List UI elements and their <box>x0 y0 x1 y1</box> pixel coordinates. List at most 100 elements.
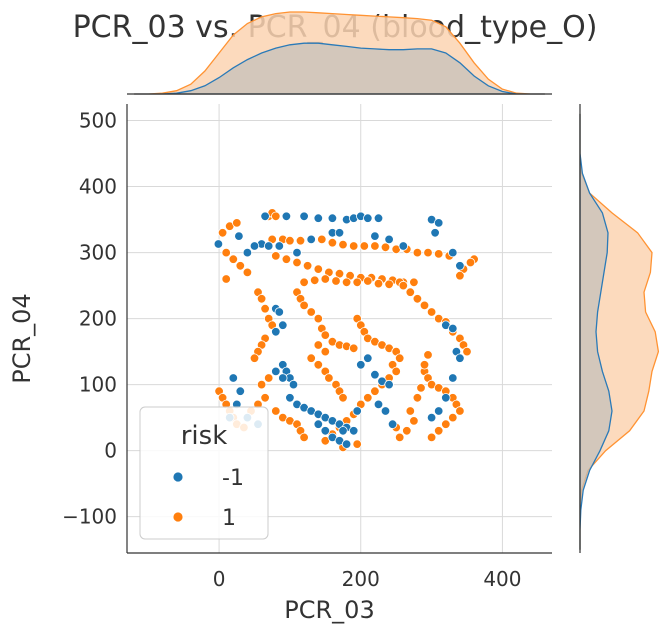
scatter-point-risk--1 <box>213 239 224 249</box>
y-tick-label: 400 <box>79 175 117 199</box>
scatter-point-risk-1 <box>299 300 309 311</box>
scatter-point-risk-1 <box>217 228 228 238</box>
scatter-point-risk--1 <box>448 373 458 383</box>
scatter-point-risk--1 <box>264 241 274 251</box>
scatter-point-risk--1 <box>334 228 345 238</box>
scatter-point-risk-1 <box>465 257 476 268</box>
scatter-point-risk-1 <box>423 247 433 258</box>
scatter-point-risk--1 <box>338 426 348 436</box>
scatter-point-risk-1 <box>313 340 324 350</box>
tick-labels: 0 200 400 −100 0 100 200 300 400 500 PCR_03 PCR_04 <box>8 109 522 624</box>
scatter-point-risk--1 <box>387 419 398 429</box>
scatter-point-risk-1 <box>228 254 239 264</box>
scatter-point-risk-1 <box>302 261 313 271</box>
scatter-point-risk--1 <box>352 406 362 416</box>
scatter-point-risk-1 <box>352 277 362 288</box>
scatter-point-risk-1 <box>434 249 444 259</box>
scatter-point-risk-1 <box>232 218 242 228</box>
scatter-point-risk--1 <box>398 241 409 251</box>
scatter-point-risk-1 <box>462 346 472 357</box>
scatter-point-risk-1 <box>313 313 324 324</box>
scatter-point-risk-1 <box>349 343 359 354</box>
scatter-point-risk--1 <box>356 360 366 370</box>
scatter-point-risk-1 <box>412 294 423 304</box>
scatter-point-risk--1 <box>384 379 394 390</box>
scatter-point-risk-1 <box>391 366 401 377</box>
x-tick-label: 0 <box>213 567 226 591</box>
scatter-point-risk-1 <box>292 257 302 268</box>
scatter-point-risk-1 <box>310 275 320 286</box>
scatter-point-risk-1 <box>370 386 380 396</box>
scatter-point-risk-1 <box>235 261 246 271</box>
scatter-point-risk-1 <box>320 274 331 284</box>
legend-box <box>139 406 269 540</box>
scatter-point-risk--1 <box>313 419 324 429</box>
scatter-point-risk-1 <box>249 353 260 363</box>
scatter-point-risk--1 <box>426 412 437 423</box>
y-tick-label: 500 <box>79 109 117 133</box>
scatter-point-risk-1 <box>271 211 281 222</box>
scatter-point-risk-1 <box>395 353 405 363</box>
scatter-point-risk-1 <box>426 307 437 317</box>
scatter-point-risk-1 <box>405 287 416 297</box>
scatter-point-risk--1 <box>292 247 302 258</box>
legend-label: 1 <box>222 506 236 531</box>
scatter-point-risk-1 <box>271 406 281 416</box>
y-axis-title: PCR_04 <box>8 293 36 383</box>
scatter-point-risk-1 <box>295 235 306 246</box>
scatter-point-risk--1 <box>384 234 394 245</box>
top-marginal-kde <box>134 11 545 95</box>
axes <box>126 93 581 554</box>
scatter-point-risk--1 <box>448 323 458 334</box>
scatter-point-risk--1 <box>271 366 281 377</box>
legend-title: risk <box>181 421 228 451</box>
scatter-point-risk--1 <box>278 320 288 330</box>
scatter-point-risk-1 <box>363 276 373 286</box>
y-tick-label: 0 <box>104 439 117 463</box>
scatter-point-risk-1 <box>412 247 423 258</box>
scatter-point-risk-1 <box>349 241 359 251</box>
scatter-point-risk-1 <box>412 393 423 403</box>
scatter-point-risk-1 <box>363 393 373 403</box>
scatter-point-risk-1 <box>409 277 419 288</box>
y-tick-label: 200 <box>79 307 117 331</box>
scatter-point-risk--1 <box>235 386 246 396</box>
scatter-point-risk--1 <box>327 213 338 223</box>
scatter-point-risk-1 <box>341 277 352 288</box>
scatter-point-risk--1 <box>380 406 391 416</box>
scatter-point-risk-1 <box>448 412 458 423</box>
scatter-point-risk-1 <box>331 276 341 286</box>
scatter-point-risk--1 <box>306 234 316 245</box>
scatter-point-risk--1 <box>260 211 270 222</box>
scatter-point-risk--1 <box>313 213 324 223</box>
scatter-point-risk-1 <box>423 350 433 360</box>
scatter-point-risk-1 <box>359 241 370 251</box>
scatter-point-risk-1 <box>313 264 324 274</box>
scatter-point-risk-1 <box>317 234 327 245</box>
scatter-point-risk-1 <box>260 304 270 314</box>
scatter-point-risk--1 <box>242 247 253 258</box>
scatter-point-risk-1 <box>320 346 331 357</box>
scatter-point-risk--1 <box>363 213 373 223</box>
scatter-point-risk--1 <box>274 241 285 251</box>
scatter-point-risk-1 <box>405 406 416 416</box>
scatter-point-risk-1 <box>455 406 465 416</box>
top-kde-risk--1 <box>134 42 545 95</box>
scatter-point-risk--1 <box>349 426 359 436</box>
scatter-point-risk--1 <box>228 373 239 383</box>
scatter-point-risk--1 <box>234 231 244 241</box>
scatter-point-risk-1 <box>338 239 348 250</box>
scatter-point-risk--1 <box>430 228 440 238</box>
scatter-point-risk-1 <box>242 267 253 278</box>
scatter-point-risk-1 <box>285 235 295 246</box>
scatter-point-risk-1 <box>384 279 394 290</box>
scatter-point-risk--1 <box>370 370 380 380</box>
scatter-point-risk--1 <box>320 426 331 436</box>
scatter-point-risk-1 <box>455 271 465 281</box>
scatter-point-risk-1 <box>260 393 270 403</box>
scatter-point-risk-1 <box>221 247 231 258</box>
scatter-point-risk-1 <box>441 419 451 429</box>
scatter-point-risk--1 <box>434 406 444 416</box>
scatter-point-risk--1 <box>448 247 458 258</box>
